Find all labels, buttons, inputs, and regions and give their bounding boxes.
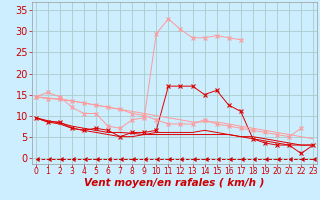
X-axis label: Vent moyen/en rafales ( km/h ): Vent moyen/en rafales ( km/h ) [84, 178, 265, 188]
